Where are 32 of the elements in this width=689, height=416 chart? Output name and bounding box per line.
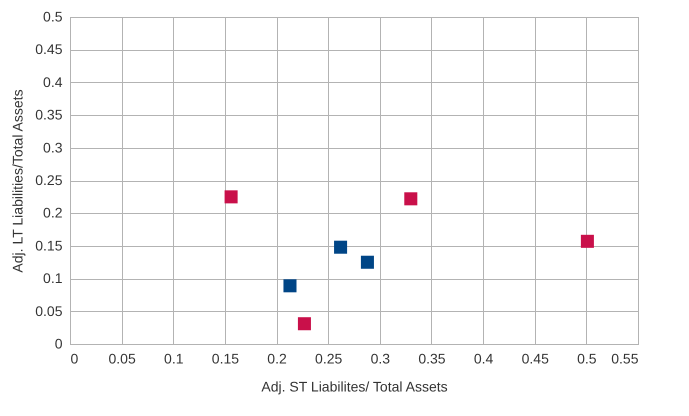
x-tick-label: 0.1	[164, 350, 184, 366]
y-tick-label: 0.05	[35, 302, 63, 319]
x-tick-label: 0.35	[418, 350, 446, 366]
point	[334, 240, 348, 254]
y-tick-label: 0.1	[43, 270, 63, 286]
x-tick-label: 0.25	[315, 350, 343, 366]
point	[224, 190, 238, 204]
point	[360, 256, 374, 269]
x-tick-label: 0.4	[474, 350, 494, 366]
point	[404, 192, 418, 206]
y-tick-label: 0	[54, 336, 63, 352]
x-tick-label: 0.5	[577, 350, 597, 366]
x-tick-label: 0.05	[108, 350, 136, 366]
x-axis-title: Adj. ST Liabilites/ Total Assets	[261, 378, 448, 394]
x-tick-label: 0.55	[611, 350, 639, 366]
y-tick-label: 0.15	[35, 237, 63, 254]
y-tick-label: 0.3	[43, 139, 63, 156]
y-tick-label: 0.4	[43, 74, 63, 90]
x-tick-label: 0.3	[370, 350, 390, 366]
y-tick-label: 0.5	[43, 8, 63, 24]
x-tick-label: 0.15	[212, 350, 240, 366]
point	[298, 317, 311, 330]
point	[580, 234, 594, 248]
y-axis-title: Adj. LT Liabilities/Total Assets	[9, 89, 26, 273]
y-tick-label: 0.25	[35, 172, 63, 188]
point	[283, 279, 296, 292]
x-tick-label: 0	[70, 350, 78, 366]
x-tick-label: 0.45	[522, 350, 550, 366]
y-tick-label: 0.2	[43, 204, 63, 221]
x-tick-label: 0.2	[267, 350, 287, 366]
y-tick-label: 0.45	[35, 41, 63, 58]
y-tick-label: 0.35	[35, 106, 63, 123]
